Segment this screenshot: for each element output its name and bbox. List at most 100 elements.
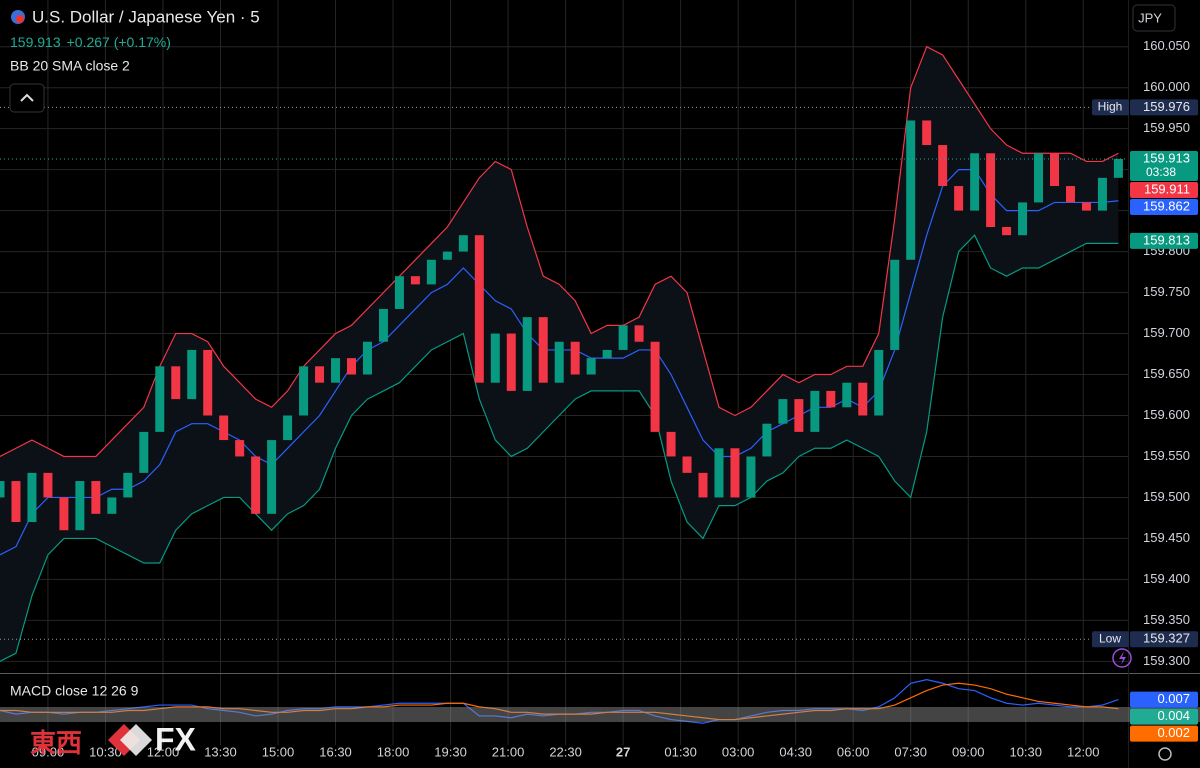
price-badge bbox=[1130, 725, 1198, 742]
y-tick-label: 159.500 bbox=[1143, 489, 1190, 504]
x-tick-label: 12:00 bbox=[1067, 744, 1100, 759]
price-badge-label: 0.004 bbox=[1157, 708, 1190, 723]
candle-body bbox=[618, 325, 628, 350]
macd-label: MACD close 12 26 9 bbox=[10, 683, 139, 699]
currency-button[interactable] bbox=[1132, 4, 1176, 32]
candle-body bbox=[1034, 153, 1044, 203]
candle-body bbox=[874, 349, 884, 416]
candle-body bbox=[890, 259, 900, 350]
candle-body bbox=[666, 431, 676, 457]
candle-body bbox=[730, 448, 740, 498]
candle-body bbox=[155, 366, 165, 432]
candle-body bbox=[362, 341, 372, 375]
candle-body bbox=[778, 399, 788, 424]
candle-body bbox=[634, 325, 644, 342]
candle-body bbox=[826, 390, 836, 408]
candle-body bbox=[1050, 153, 1060, 187]
price-badge bbox=[1130, 181, 1198, 198]
candle-body bbox=[922, 120, 932, 146]
watermark-logo bbox=[120, 724, 152, 756]
y-tick-label: 159.600 bbox=[1143, 407, 1190, 422]
watermark-cjk: 東西 bbox=[30, 728, 82, 758]
low-tag-label: Low bbox=[1099, 631, 1121, 645]
y-tick-label: 159.650 bbox=[1143, 366, 1190, 381]
candle-body bbox=[906, 120, 916, 260]
candle-body bbox=[394, 276, 404, 309]
x-tick-label: 19:30 bbox=[434, 744, 467, 759]
x-tick-label: 10:30 bbox=[1009, 744, 1042, 759]
x-tick-label: 13:30 bbox=[204, 744, 237, 759]
candle-body bbox=[1018, 202, 1028, 236]
y-tick-label: 159.950 bbox=[1143, 120, 1190, 135]
candle-body bbox=[267, 440, 277, 514]
price-badge bbox=[1130, 198, 1198, 215]
price-badge-label: 159.913 bbox=[1143, 150, 1190, 165]
x-tick-label: 10:30 bbox=[89, 744, 122, 759]
settings-icon[interactable] bbox=[1158, 747, 1172, 761]
watermark-latin: FX bbox=[155, 721, 197, 757]
candle-body bbox=[1097, 177, 1107, 211]
candle-body bbox=[171, 366, 181, 400]
high-badge bbox=[1130, 99, 1198, 116]
price-change: +0.267 (+0.17%) bbox=[67, 34, 171, 50]
x-tick-label: 07:30 bbox=[894, 744, 927, 759]
band-line bbox=[0, 234, 1119, 662]
chart-title: U.S. Dollar / Japanese Yen · 5 bbox=[32, 7, 260, 26]
alert-icon[interactable] bbox=[1112, 648, 1132, 668]
candle-body bbox=[27, 472, 37, 523]
candle-body bbox=[794, 399, 804, 432]
price-header: 159.913 +0.267 (+0.17%) bbox=[10, 34, 171, 50]
y-tick-label: 159.750 bbox=[1143, 284, 1190, 299]
macd-line bbox=[0, 682, 1119, 721]
alert-icon bbox=[1119, 651, 1126, 665]
candle-body bbox=[235, 440, 245, 457]
candle-body bbox=[219, 415, 229, 441]
price-badge bbox=[1130, 150, 1198, 181]
candle-body bbox=[938, 145, 948, 187]
high-badge-label: 159.976 bbox=[1143, 99, 1190, 114]
low-badge bbox=[1130, 631, 1198, 648]
candle-body bbox=[299, 366, 309, 416]
candle-body bbox=[43, 472, 53, 498]
candle-body bbox=[283, 415, 293, 441]
collapse-icon bbox=[20, 93, 34, 102]
candle-body bbox=[698, 472, 708, 498]
x-tick-label: 16:30 bbox=[319, 744, 352, 759]
y-tick-label: 159.450 bbox=[1143, 530, 1190, 545]
candle-body bbox=[251, 456, 261, 514]
candle-body bbox=[986, 153, 996, 228]
candle-body bbox=[11, 481, 21, 523]
band-line bbox=[0, 45, 1119, 458]
y-tick-label: 160.000 bbox=[1143, 79, 1190, 94]
candle-body bbox=[554, 341, 564, 383]
x-tick-label: 12:00 bbox=[147, 744, 180, 759]
candle-body bbox=[315, 366, 325, 383]
overlay-stripe bbox=[0, 707, 1200, 722]
candle-body bbox=[75, 481, 85, 531]
candle-body bbox=[474, 235, 484, 383]
candle-body bbox=[91, 481, 101, 514]
x-tick-label: 09:00 bbox=[32, 744, 65, 759]
candle-body bbox=[139, 431, 149, 473]
high-tag-label: High bbox=[1098, 100, 1123, 114]
low-badge-label: 159.327 bbox=[1143, 631, 1190, 646]
candle-body bbox=[858, 382, 868, 416]
symbol-flag bbox=[16, 15, 24, 23]
price-badge-label: 0.007 bbox=[1157, 691, 1190, 706]
candle-body bbox=[570, 341, 580, 375]
candle-body bbox=[810, 390, 820, 432]
candle-body bbox=[522, 317, 532, 391]
price-badge-label: 159.813 bbox=[1143, 232, 1190, 247]
price-badge-label: 159.911 bbox=[1144, 181, 1190, 196]
candle-body bbox=[602, 349, 612, 359]
high-tag bbox=[1092, 99, 1129, 116]
candle-body bbox=[426, 259, 436, 285]
x-tick-label: 03:00 bbox=[722, 744, 755, 759]
collapse-button[interactable] bbox=[9, 83, 45, 113]
x-tick-label: 06:00 bbox=[837, 744, 870, 759]
candle-body bbox=[442, 251, 452, 260]
candle-body bbox=[347, 358, 357, 375]
currency: JPY bbox=[1138, 10, 1162, 25]
x-tick-label: 15:00 bbox=[262, 744, 295, 759]
